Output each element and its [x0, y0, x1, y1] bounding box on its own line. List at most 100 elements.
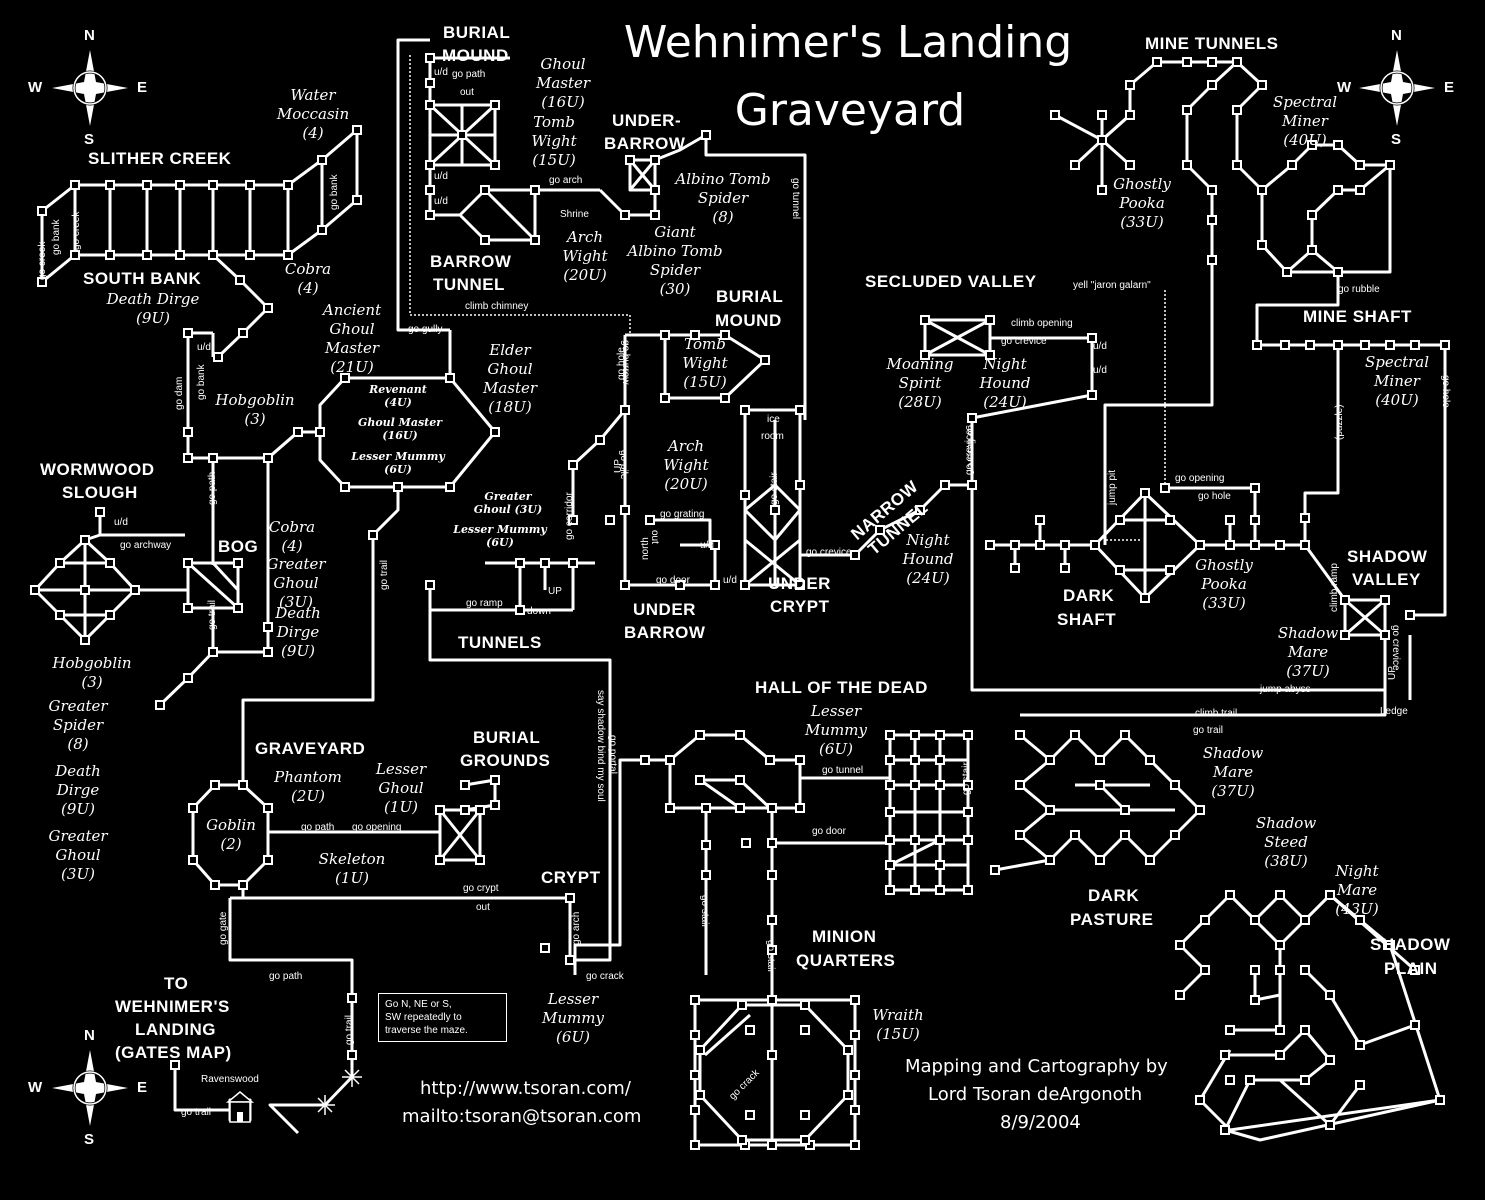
- room-node: [963, 780, 973, 790]
- cmd-go-grating: go grating: [660, 509, 705, 520]
- room-node: [263, 855, 273, 865]
- cmd-go-crevice-uc: go crevice: [806, 547, 852, 558]
- room-node: [1257, 80, 1267, 90]
- room-node: [740, 580, 750, 590]
- room-node: [1325, 890, 1335, 900]
- room-node: [1045, 805, 1055, 815]
- area-shadow-plain-2: PLAIN: [1384, 959, 1438, 978]
- cmd-go-stair-mq2: go stair: [765, 940, 776, 973]
- mob-line: (40U): [1283, 131, 1327, 149]
- room-node: [1115, 565, 1125, 575]
- mob-line: Mare: [1212, 763, 1254, 781]
- room-node: [263, 647, 273, 657]
- room-node: [1170, 780, 1180, 790]
- mob-small-lesser-mummy-in: Lesser Mummy (6U): [351, 451, 445, 477]
- room-node: [425, 580, 435, 590]
- room-node: [352, 125, 362, 135]
- area-burial-grounds-1: BURIAL: [473, 728, 541, 747]
- cmd-go-fissure: go fissure: [965, 425, 976, 469]
- room-node: [640, 755, 650, 765]
- to-gates-line2[interactable]: WEHNIMER'S: [115, 997, 230, 1016]
- mob-line: (38U): [1264, 852, 1308, 870]
- cmd-go-stair-mq1: go stair: [699, 895, 710, 928]
- mob-line: (37U): [1286, 662, 1330, 680]
- email-link[interactable]: mailto:tsoran@tsoran.com: [402, 1106, 642, 1127]
- room-node: [1045, 855, 1055, 865]
- room-node: [490, 427, 500, 437]
- website-link[interactable]: http://www.tsoran.com/: [420, 1078, 631, 1099]
- room-node: [1380, 595, 1390, 605]
- mob-goblin: Goblin (2): [206, 817, 256, 856]
- room-node: [283, 180, 293, 190]
- mob-line: Dirge: [56, 781, 100, 799]
- room-node: [460, 780, 470, 790]
- cmd-go-corridor: go corridor: [564, 492, 575, 540]
- mob-line: Tomb: [684, 335, 726, 353]
- mob-line: Death: [275, 604, 321, 622]
- room-node: [660, 330, 670, 340]
- cmd-go-rubble: go rubble: [1338, 284, 1380, 295]
- mob-line: (9U): [281, 642, 315, 660]
- mob-line: Cobra: [268, 518, 316, 536]
- compass-rose-topright: [1359, 50, 1435, 126]
- mob-line: Moaning: [886, 355, 954, 373]
- mob-line: Ghostly: [1113, 175, 1171, 193]
- room-node: [843, 1045, 853, 1055]
- room-node: [767, 995, 777, 1005]
- cmd-down: down: [527, 606, 551, 617]
- compass-w-bottom: W: [28, 1079, 43, 1096]
- mob-water-moccasin: Water Moccasin (4): [276, 87, 350, 145]
- mob-line: Master: [535, 74, 591, 92]
- to-gates-line4[interactable]: (GATES MAP): [115, 1043, 232, 1062]
- room-node: [1225, 1025, 1235, 1035]
- cmd-jump-pit: jump pit: [1107, 469, 1118, 505]
- mob-lesser-ghoul: Lesser Ghoul (1U): [376, 761, 426, 819]
- cmd-ud-7: u/d: [723, 575, 737, 586]
- mob-line: Moccasin: [276, 105, 350, 123]
- room-node: [1333, 267, 1343, 277]
- room-node: [800, 1000, 810, 1010]
- mob-line: (9U): [61, 800, 95, 818]
- to-gates-line3[interactable]: LANDING: [135, 1020, 216, 1039]
- mob-line: Ancient: [322, 301, 382, 319]
- room-node: [1300, 513, 1310, 523]
- room-node: [795, 803, 805, 813]
- room-node: [1220, 1125, 1230, 1135]
- room-node: [1207, 215, 1217, 225]
- room-node: [340, 482, 350, 492]
- room-node: [985, 540, 995, 550]
- area-dark-pasture-2: PASTURE: [1070, 910, 1154, 929]
- room-node: [745, 1025, 755, 1035]
- room-node: [1385, 160, 1395, 170]
- area-underbarrow-top-2: BARROW: [604, 134, 686, 153]
- area-shadow-valley-2: VALLEY: [1352, 570, 1421, 589]
- room-node: [935, 780, 945, 790]
- area-mine-shaft: MINE SHAFT: [1303, 307, 1412, 326]
- mob-small-line: Revenant: [369, 383, 427, 396]
- area-burial-mound-2-2: MOUND: [715, 311, 782, 330]
- mob-line: (15U): [876, 1025, 920, 1043]
- area-under-barrow-1: UNDER: [633, 600, 696, 619]
- mob-shadow-steed: Shadow Steed (38U): [1256, 815, 1316, 873]
- room-node: [183, 673, 193, 683]
- room-node: [885, 730, 895, 740]
- room-node: [850, 1030, 860, 1040]
- room-node: [1380, 630, 1390, 640]
- compass-w: W: [28, 79, 43, 96]
- mob-line: Arch: [667, 437, 705, 455]
- to-gates-line1[interactable]: TO: [164, 974, 189, 993]
- cmd-go-bank-2: go bank: [329, 174, 340, 210]
- room-node: [665, 803, 675, 813]
- room-node: [515, 558, 525, 568]
- room-node: [540, 558, 550, 568]
- credit-line1: Mapping and Cartography by: [905, 1056, 1168, 1077]
- mob-small-line: Lesser Mummy: [351, 450, 445, 463]
- room-node: [741, 838, 751, 848]
- cmd-puzzle: (puzzle): [1334, 404, 1345, 440]
- room-node: [317, 155, 327, 165]
- room-node: [735, 730, 745, 740]
- room-node: [368, 530, 378, 540]
- room-node: [352, 195, 362, 205]
- room-node: [770, 505, 780, 515]
